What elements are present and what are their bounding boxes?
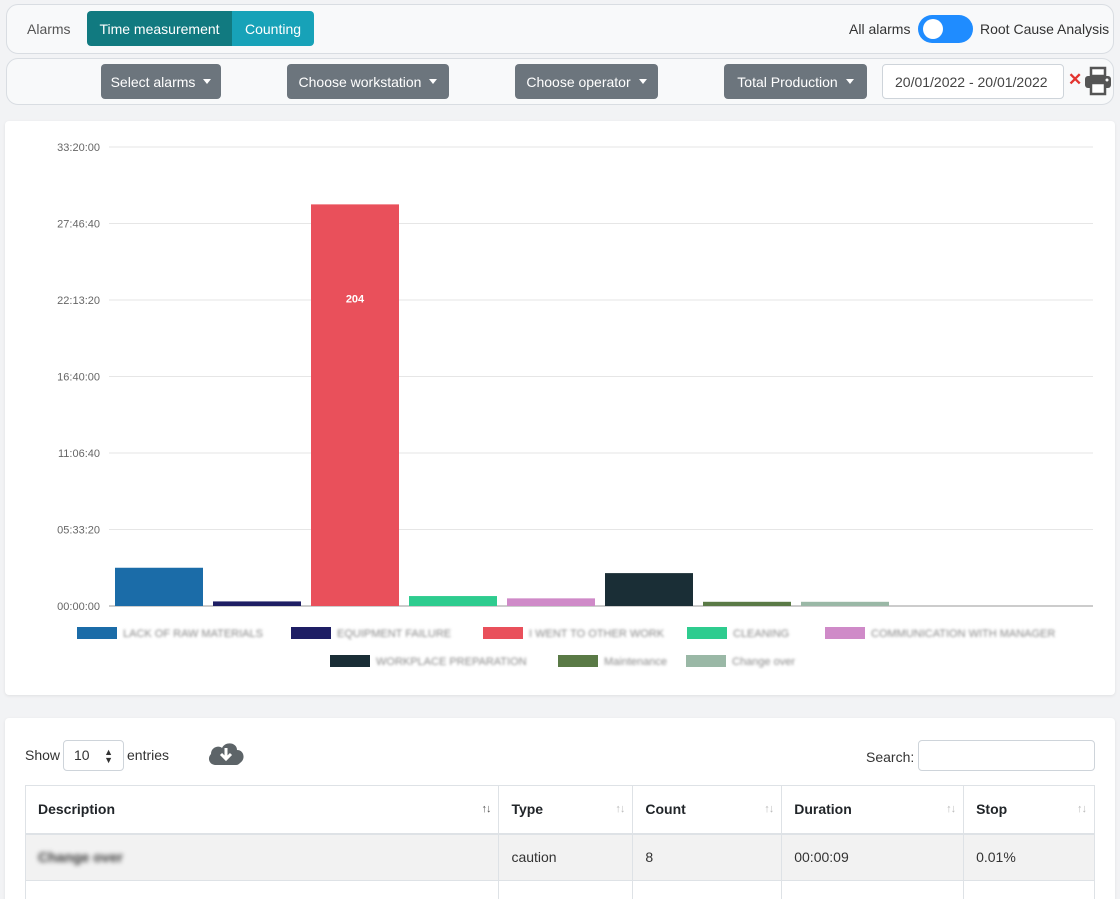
bar-data-label: 204 <box>346 293 365 305</box>
legend-swatch <box>825 627 865 639</box>
legend-label: I WENT TO OTHER WORK <box>529 628 665 640</box>
toggle-knob <box>923 19 943 39</box>
legend-label: Maintenance <box>604 656 667 668</box>
cell-duration: 00:00:09 <box>781 833 965 881</box>
legend-swatch <box>687 627 727 639</box>
sort-icon: ↑↓ <box>764 803 774 815</box>
description-text: Change over <box>38 849 123 866</box>
cell-description: Change over <box>24 833 500 881</box>
chevron-down-icon <box>845 79 854 84</box>
cell-type: caution <box>498 833 634 881</box>
root-cause-toggle[interactable] <box>918 15 973 43</box>
legend-swatch <box>77 627 117 639</box>
mode-bar: Alarms Time measurement Counting All ala… <box>6 4 1114 54</box>
time-measurement-button[interactable]: Time measurement <box>87 11 232 46</box>
bar <box>115 567 203 606</box>
col-duration[interactable]: Duration ↑↓ <box>781 785 965 835</box>
y-tick-label: 16:40:00 <box>57 372 100 384</box>
y-tick-label: 27:46:40 <box>57 219 100 231</box>
entries-select[interactable]: 10 ▲ ▼ <box>63 740 124 771</box>
col-duration-label: Duration <box>794 801 852 818</box>
cell-stop: 0.01% <box>963 833 1095 881</box>
chart-card: 00:00:00 05:33:20 11:06:40 16:40:00 22:13:20… <box>5 121 1115 695</box>
legend-label: Change over <box>732 656 795 668</box>
col-type[interactable]: Type ↑↓ <box>498 785 634 835</box>
root-cause-label: Root Cause Analysis <box>980 21 1110 37</box>
col-type-label: Type <box>511 801 544 818</box>
cloud-download-icon[interactable] <box>206 739 246 769</box>
search-label: Search: <box>866 749 915 765</box>
choose-operator-label: Choose operator <box>526 73 631 90</box>
choose-workstation-label: Choose workstation <box>298 73 422 90</box>
select-alarms-dropdown[interactable]: Select alarms <box>101 64 221 99</box>
col-description[interactable]: Description ↑↓ <box>24 785 500 835</box>
bar <box>311 204 399 606</box>
alarms-table: Description ↑↓ Type ↑↓ Count ↑↓ Duration ↑↓ … <box>24 785 1095 899</box>
bar <box>801 601 889 606</box>
choose-workstation-dropdown[interactable]: Choose workstation <box>287 64 449 99</box>
cell-duration <box>781 880 965 899</box>
all-alarms-label: All alarms <box>849 21 911 37</box>
cell-count: 8 <box>632 833 783 881</box>
sort-icon: ↑↓ <box>481 803 491 815</box>
select-alarms-label: Select alarms <box>110 73 196 90</box>
y-tick-label: 11:06:40 <box>58 448 100 460</box>
sort-arrows-icon: ▲ ▼ <box>104 747 113 765</box>
col-description-label: Description <box>38 801 116 818</box>
alarms-label: Alarms <box>27 21 71 37</box>
cell-count <box>632 880 783 899</box>
col-count[interactable]: Count ↑↓ <box>632 785 783 835</box>
cell-stop <box>963 880 1095 899</box>
alarm-duration-chart: 00:00:00 05:33:20 11:06:40 16:40:00 22:13:20… <box>57 142 1093 668</box>
entries-value: 10 <box>74 747 90 763</box>
sort-icon: ↑↓ <box>615 803 625 815</box>
sort-icon: ↑↓ <box>946 803 956 815</box>
cell-type <box>498 880 634 899</box>
counting-button[interactable]: Counting <box>232 11 314 46</box>
cell-description <box>24 880 500 899</box>
total-production-dropdown[interactable]: Total Production <box>724 64 867 99</box>
y-tick-label: 00:00:00 <box>57 601 100 613</box>
choose-operator-dropdown[interactable]: Choose operator <box>515 64 658 99</box>
legend-label: COMMUNICATION WITH MANAGER <box>871 628 1055 640</box>
col-count-label: Count <box>645 801 686 818</box>
bar <box>409 596 497 606</box>
bar <box>213 601 301 606</box>
legend-swatch <box>558 655 598 667</box>
legend-label: LACK OF RAW MATERIALS <box>123 628 263 640</box>
legend-swatch <box>291 627 331 639</box>
legend-label: EQUIPMENT FAILURE <box>337 628 451 640</box>
search-input[interactable] <box>918 740 1095 771</box>
date-range-input[interactable] <box>882 64 1064 99</box>
sort-icon: ↑↓ <box>1077 803 1087 815</box>
chevron-down-icon <box>203 79 212 84</box>
bar <box>703 601 791 606</box>
col-stop-label: Stop <box>976 801 1008 818</box>
legend-swatch <box>330 655 370 667</box>
bar <box>605 573 693 606</box>
table-row[interactable]: Change over caution 8 00:00:09 0.01% <box>24 833 1095 881</box>
legend-swatch <box>483 627 523 639</box>
y-tick-label: 05:33:20 <box>57 525 100 537</box>
y-tick-label: 22:13:20 <box>57 295 100 307</box>
print-icon[interactable] <box>1083 66 1113 96</box>
table-header-row: Description ↑↓ Type ↑↓ Count ↑↓ Duration ↑↓ … <box>24 785 1095 835</box>
y-tick-label: 33:20:00 <box>57 142 100 154</box>
table-card: Show 10 ▲ ▼ entries Search: Description ↑↓… <box>5 718 1115 899</box>
filter-bar: Select alarms Choose workstation Choose … <box>6 58 1114 105</box>
legend-label: WORKPLACE PREPARATION <box>376 656 527 668</box>
clear-date-icon[interactable]: ✕ <box>1068 70 1083 89</box>
total-production-label: Total Production <box>737 73 838 90</box>
bar <box>507 598 595 606</box>
col-stop[interactable]: Stop ↑↓ <box>963 785 1095 835</box>
chevron-down-icon <box>638 79 647 84</box>
entries-label: entries <box>127 747 170 763</box>
legend-swatch <box>686 655 726 667</box>
table-row[interactable] <box>24 880 1095 899</box>
show-label: Show <box>25 747 61 763</box>
chevron-down-icon <box>429 79 438 84</box>
legend-label: CLEANING <box>733 628 789 640</box>
